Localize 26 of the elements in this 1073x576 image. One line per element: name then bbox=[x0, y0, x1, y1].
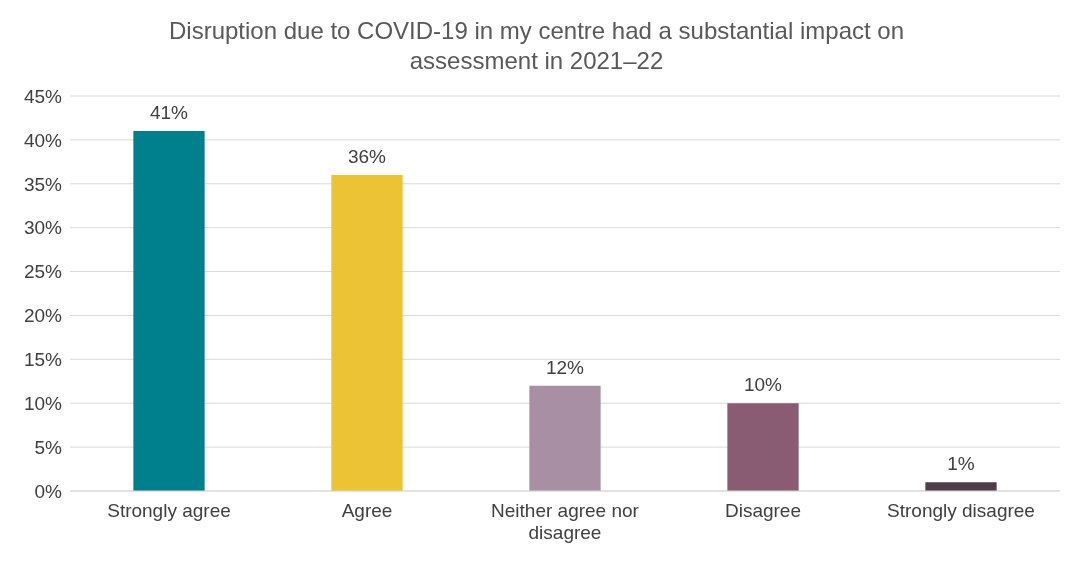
y-tick-label: 25% bbox=[23, 261, 63, 283]
data-label: 36% bbox=[347, 146, 387, 167]
x-tick-label: Disagree bbox=[724, 500, 802, 521]
data-label: 1% bbox=[947, 453, 975, 475]
y-tick-label: 15% bbox=[23, 349, 63, 371]
bar bbox=[331, 175, 403, 491]
x-tick-label: Strongly disagree bbox=[887, 500, 1035, 521]
chart-title: Disruption due to COVID-19 in my centre had a substantial impact on assessment in 2021–22 bbox=[167, 16, 905, 76]
y-tick-label: 5% bbox=[34, 436, 63, 458]
data-label: 41% bbox=[149, 102, 189, 124]
bar bbox=[529, 385, 601, 491]
y-tick-label: 40% bbox=[23, 129, 63, 151]
bar bbox=[727, 403, 799, 491]
data-label: 10% bbox=[743, 374, 783, 396]
y-tick-label: 35% bbox=[23, 173, 63, 195]
x-tick-label: Neither agree nor disagree bbox=[491, 500, 640, 543]
bar bbox=[925, 482, 997, 491]
y-tick-label: 20% bbox=[23, 305, 63, 327]
data-label: 12% bbox=[545, 356, 585, 378]
y-tick-label: 45% bbox=[23, 85, 63, 107]
y-tick-label: 30% bbox=[23, 217, 63, 239]
y-tick-label: 0% bbox=[34, 480, 63, 502]
x-tick-label: Strongly agree bbox=[107, 500, 231, 521]
x-tick-label: Agree bbox=[341, 500, 393, 521]
y-tick-label: 10% bbox=[23, 392, 63, 414]
bar bbox=[133, 131, 205, 491]
